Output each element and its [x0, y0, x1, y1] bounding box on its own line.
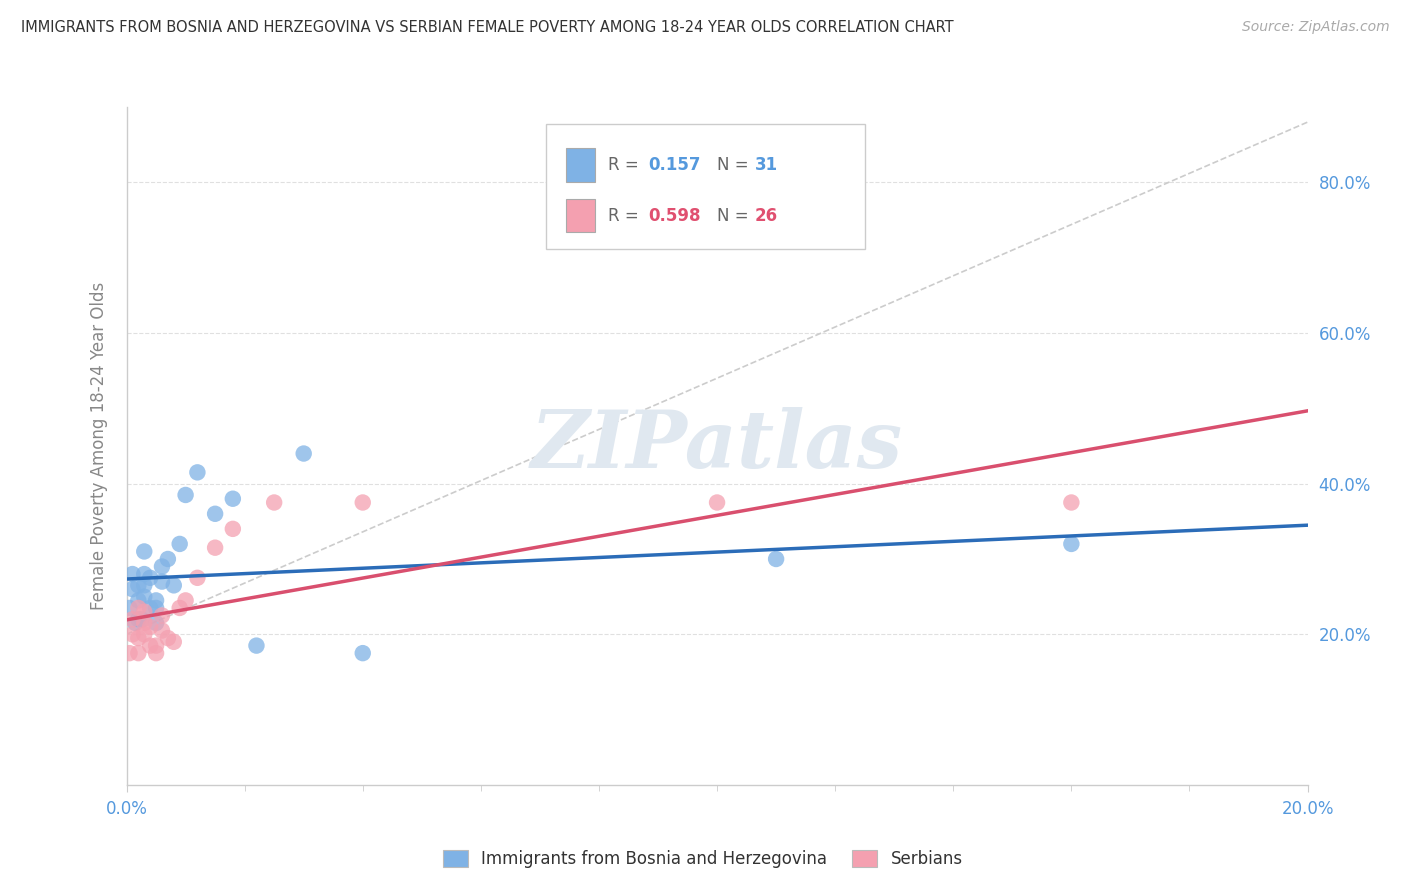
Point: [186, 571, 208, 585]
Point: [292, 446, 315, 460]
Point: [121, 627, 143, 641]
Text: Source: ZipAtlas.com: Source: ZipAtlas.com: [1241, 20, 1389, 34]
Point: [352, 495, 374, 509]
Point: [169, 537, 191, 551]
Point: [706, 495, 728, 509]
Point: [1060, 537, 1083, 551]
Point: [174, 593, 197, 607]
Point: [134, 578, 156, 592]
Point: [150, 608, 173, 623]
Point: [765, 552, 787, 566]
Point: [145, 615, 167, 630]
Point: [150, 559, 173, 574]
Y-axis label: Female Poverty Among 18-24 Year Olds: Female Poverty Among 18-24 Year Olds: [90, 282, 108, 610]
Point: [222, 522, 245, 536]
Text: N =: N =: [717, 156, 754, 174]
Point: [134, 615, 156, 630]
Point: [169, 601, 191, 615]
Point: [129, 612, 153, 626]
Point: [204, 507, 226, 521]
Point: [121, 612, 143, 626]
Point: [186, 466, 208, 480]
Point: [163, 635, 186, 649]
Point: [352, 646, 374, 660]
Point: [263, 495, 285, 509]
Point: [222, 491, 245, 506]
Point: [139, 571, 162, 585]
FancyBboxPatch shape: [546, 124, 865, 250]
Text: 0.157: 0.157: [648, 156, 702, 174]
Point: [145, 593, 167, 607]
Point: [163, 578, 186, 592]
Point: [134, 627, 156, 641]
Bar: [565, 148, 595, 182]
Point: [134, 605, 156, 619]
Point: [127, 601, 149, 615]
Text: IMMIGRANTS FROM BOSNIA AND HERZEGOVINA VS SERBIAN FEMALE POVERTY AMONG 18-24 YEA: IMMIGRANTS FROM BOSNIA AND HERZEGOVINA V…: [21, 20, 953, 35]
Point: [1060, 495, 1083, 509]
Point: [156, 552, 179, 566]
Legend: Immigrants from Bosnia and Herzegovina, Serbians: Immigrants from Bosnia and Herzegovina, …: [436, 843, 970, 875]
Text: ZIPatlas: ZIPatlas: [531, 408, 903, 484]
Point: [174, 488, 197, 502]
Point: [139, 639, 162, 653]
Bar: [565, 199, 595, 233]
Point: [127, 631, 149, 645]
Point: [127, 612, 149, 626]
Point: [156, 631, 179, 645]
Point: [145, 646, 167, 660]
Point: [134, 544, 156, 558]
Point: [124, 615, 146, 630]
Text: N =: N =: [717, 207, 754, 225]
Text: R =: R =: [609, 156, 644, 174]
Text: 0.598: 0.598: [648, 207, 702, 225]
Point: [127, 593, 149, 607]
Text: R =: R =: [609, 207, 644, 225]
Point: [245, 639, 267, 653]
Point: [150, 624, 173, 638]
Point: [204, 541, 226, 555]
Text: 26: 26: [755, 207, 778, 225]
Point: [118, 601, 141, 615]
Point: [145, 639, 167, 653]
Point: [121, 567, 143, 582]
Point: [134, 567, 156, 582]
Text: 31: 31: [755, 156, 778, 174]
Point: [118, 646, 141, 660]
Point: [127, 646, 149, 660]
Point: [139, 620, 162, 634]
Point: [134, 590, 156, 604]
Point: [127, 578, 149, 592]
Point: [145, 601, 167, 615]
Point: [150, 574, 173, 589]
Point: [139, 601, 162, 615]
Point: [121, 582, 143, 596]
